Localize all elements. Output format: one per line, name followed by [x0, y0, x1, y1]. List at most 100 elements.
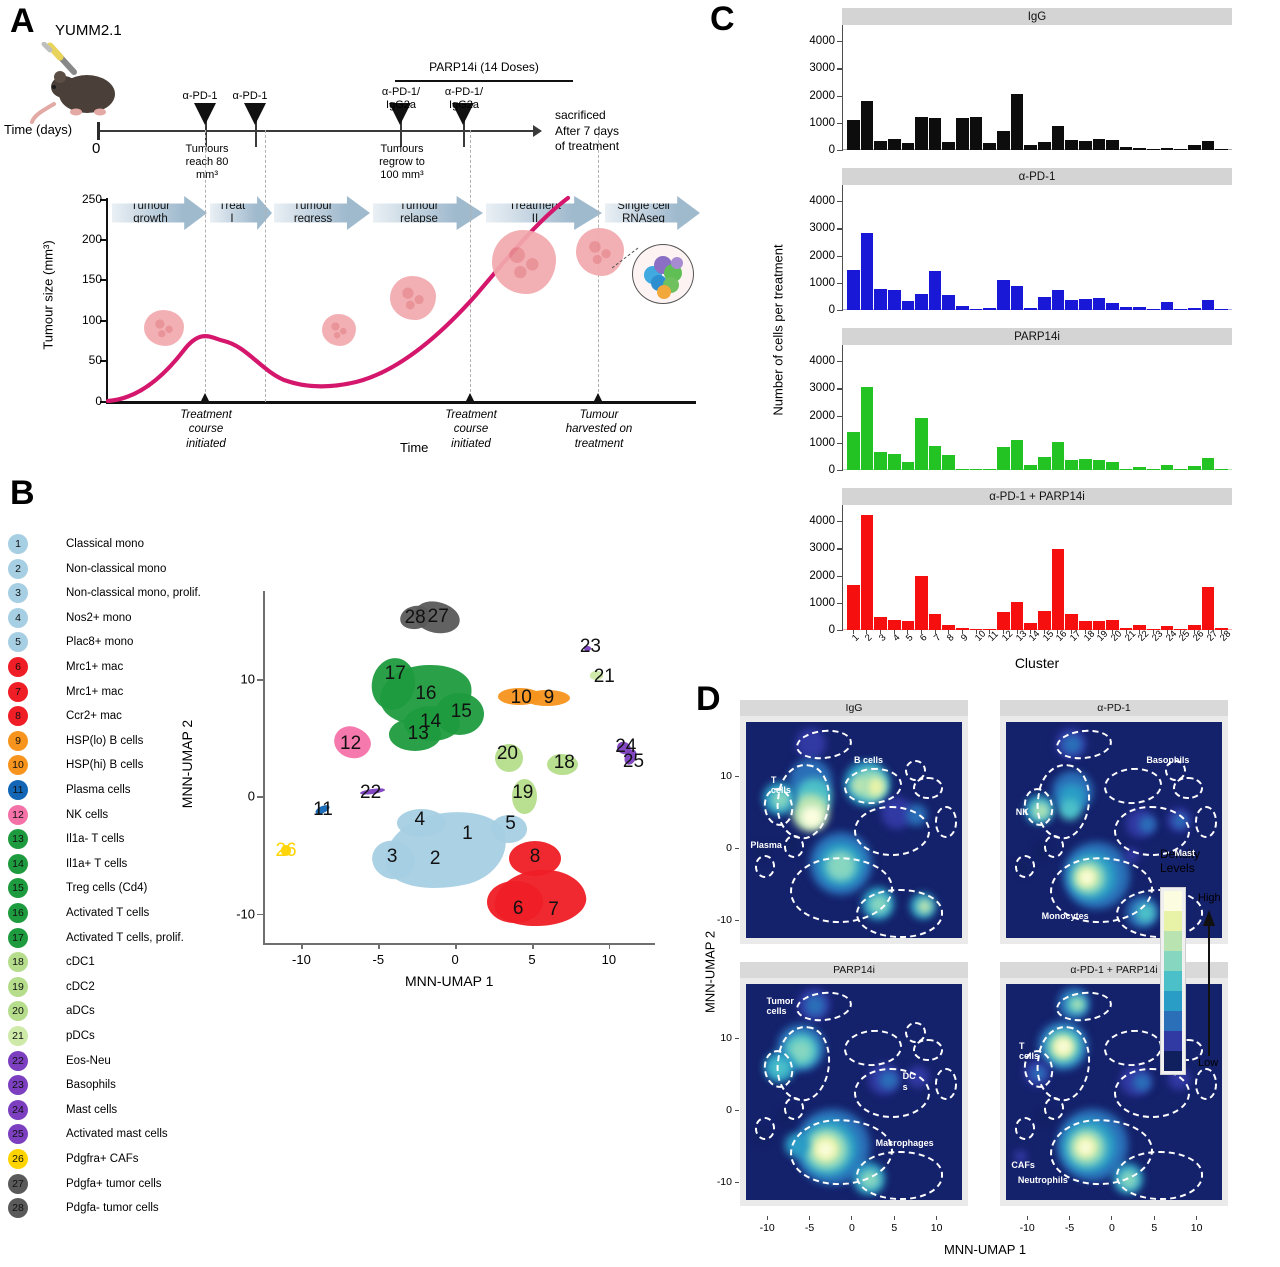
- panel-a: A YUMM2.1 Time (days) 0 PARP14i (14 Dose…: [0, 0, 700, 475]
- bar-cluster-10: [969, 469, 983, 470]
- bar-cluster-18: [1078, 459, 1092, 470]
- density-annotation: T cells: [770, 774, 791, 795]
- facet-y-tick-label: 3000: [809, 382, 835, 395]
- bar-cluster-11: [983, 629, 997, 630]
- facet-parp14i: PARP14i 0 1000 2000 3000 4000: [809, 328, 1232, 476]
- panel-d-y-axis-label: MNN-UMAP 2: [702, 930, 718, 1014]
- panel-d-y-tick: [735, 1181, 739, 1183]
- density-contour: [770, 790, 791, 810]
- density-plot-area: T cells CAFs Neutrophils: [1000, 978, 1228, 1206]
- density-legend-swatch: [1164, 1011, 1182, 1031]
- single-cell-circle: [632, 244, 694, 304]
- panel-d-y-tick-label: -10: [716, 1176, 732, 1188]
- x-tick: [1057, 630, 1059, 634]
- bar-cluster-17: [1065, 139, 1078, 150]
- bar-cluster-15: [1037, 457, 1051, 470]
- panel-c-x-axis-label: Cluster: [1014, 655, 1060, 671]
- legend-badge: 18: [8, 952, 28, 973]
- bar-cluster-19: [1092, 621, 1106, 630]
- bar-cluster-4: [887, 620, 901, 630]
- legend-badge: 8: [8, 706, 28, 727]
- x-tick-label-9: 9: [958, 632, 971, 644]
- legend-label: Activated T cells: [66, 907, 150, 919]
- facet-strip-label: IgG: [842, 8, 1232, 25]
- panel-d-y-tick-label: 0: [726, 842, 732, 854]
- legend-item-cluster-15: 15 Treg cells (Cd4): [8, 876, 248, 900]
- x-tick-label-5: 5: [904, 632, 916, 644]
- bar-cluster-15: [1037, 296, 1051, 310]
- legend-item-cluster-23: 23 Basophils: [8, 1073, 248, 1097]
- tumour-blob: [576, 228, 624, 276]
- umap-y-tick-label: 10: [240, 671, 255, 687]
- x-tick: [1084, 630, 1086, 634]
- bar-cluster-10: [969, 629, 983, 630]
- x-tick: [1180, 630, 1182, 634]
- dose-label-4: α-PD-1/ IgG2a: [444, 86, 484, 111]
- bar-cluster-8: [942, 294, 956, 310]
- density-legend-swatch: [1164, 1051, 1182, 1071]
- legend-label: pDCs: [66, 1030, 95, 1042]
- facet-y-tick: [837, 95, 843, 97]
- bar-cluster-8: [942, 142, 956, 150]
- timeline-axis: [98, 130, 538, 132]
- umap-x-axis-label: MNN-UMAP 1: [405, 973, 494, 989]
- density-contour: [1013, 1150, 1027, 1164]
- density-contour: [1062, 734, 1082, 755]
- bar-cluster-22: [1133, 306, 1147, 310]
- sacrificed-note: sacrificed After 7 days of treatment: [555, 108, 620, 154]
- panel-d-x-tick-label: -10: [1019, 1222, 1035, 1234]
- density-contour: [801, 806, 823, 828]
- panel-d-x-tick-label: 5: [891, 1222, 898, 1234]
- panel-c-x-ticks: 1 2 3 4 5 6 7 8 9 10 11 12 13 14 15 16 17 18 19 20 21 22 23 24 2…: [842, 629, 1234, 644]
- x-tick: [1043, 630, 1045, 634]
- tumour-growth-curve: [106, 195, 571, 403]
- tumour-blob: [390, 276, 436, 320]
- bar-cluster-16: [1051, 549, 1065, 630]
- facet-y-tick: [837, 41, 843, 43]
- legend-label: NK cells: [66, 808, 109, 821]
- density-canvas: T cells CAFs Neutrophils: [1006, 984, 1222, 1200]
- x-tick: [1030, 630, 1032, 634]
- growth-ytick: 50: [88, 353, 102, 367]
- legend-item-cluster-8: 8 Ccr2+ mac: [8, 704, 248, 728]
- bar-cluster-26: [1188, 624, 1201, 630]
- facet-bars: [843, 185, 1232, 310]
- cluster-outline: [913, 777, 943, 799]
- umap-y-tick: [257, 679, 263, 681]
- x-tick: [989, 630, 991, 634]
- density-contour: [1080, 871, 1094, 884]
- growth-ytick: 0: [95, 394, 102, 408]
- panel-d-x-tick: [1196, 1216, 1198, 1220]
- bar-cluster-25: [1174, 629, 1188, 630]
- cluster-outline: [1043, 835, 1065, 859]
- facet-y-tick-label: 1000: [809, 436, 835, 449]
- umap-x-tick-label: -10: [292, 952, 311, 967]
- bar-cluster-14: [1024, 622, 1037, 630]
- density-annotation: T cells: [1018, 1041, 1039, 1062]
- legend-label: Plac8+ mono: [66, 636, 134, 649]
- bar-cluster-14: [1024, 144, 1037, 150]
- density-annotation: CAFs: [1011, 1160, 1035, 1171]
- dose-label-3: α-PD-1/ IgG2a: [381, 86, 421, 111]
- cluster-outline: [913, 1039, 943, 1061]
- density-legend-title: Density Levels: [1160, 847, 1201, 876]
- bar-cluster-7: [928, 117, 942, 150]
- legend-label: HSP(hi) B cells: [66, 759, 144, 772]
- facet-y-tick-label: 2000: [809, 409, 835, 422]
- umap-cluster-blob: [590, 671, 603, 680]
- legend-label: HSP(lo) B cells: [66, 734, 144, 747]
- cluster-outline: [854, 806, 930, 856]
- dose-tick: [205, 112, 207, 147]
- dose-label-2: α-PD-1: [232, 90, 268, 102]
- bar-cluster-14: [1024, 464, 1037, 470]
- bar-cluster-28: [1215, 627, 1228, 630]
- bar-cluster-23: [1147, 149, 1160, 150]
- legend-badge: 9: [8, 730, 28, 751]
- growth-x-axis-label: Time: [400, 440, 429, 455]
- x-tick: [1139, 630, 1141, 634]
- x-tick: [934, 630, 936, 634]
- density-canvas: Basophils NK Mast Monocytes: [1006, 722, 1222, 938]
- legend-label: Eos-Neu: [66, 1054, 111, 1067]
- facet-plot-area: 0 1000 2000 3000 4000: [809, 185, 1232, 316]
- panel-d-x-tick-label: 0: [1108, 1222, 1115, 1234]
